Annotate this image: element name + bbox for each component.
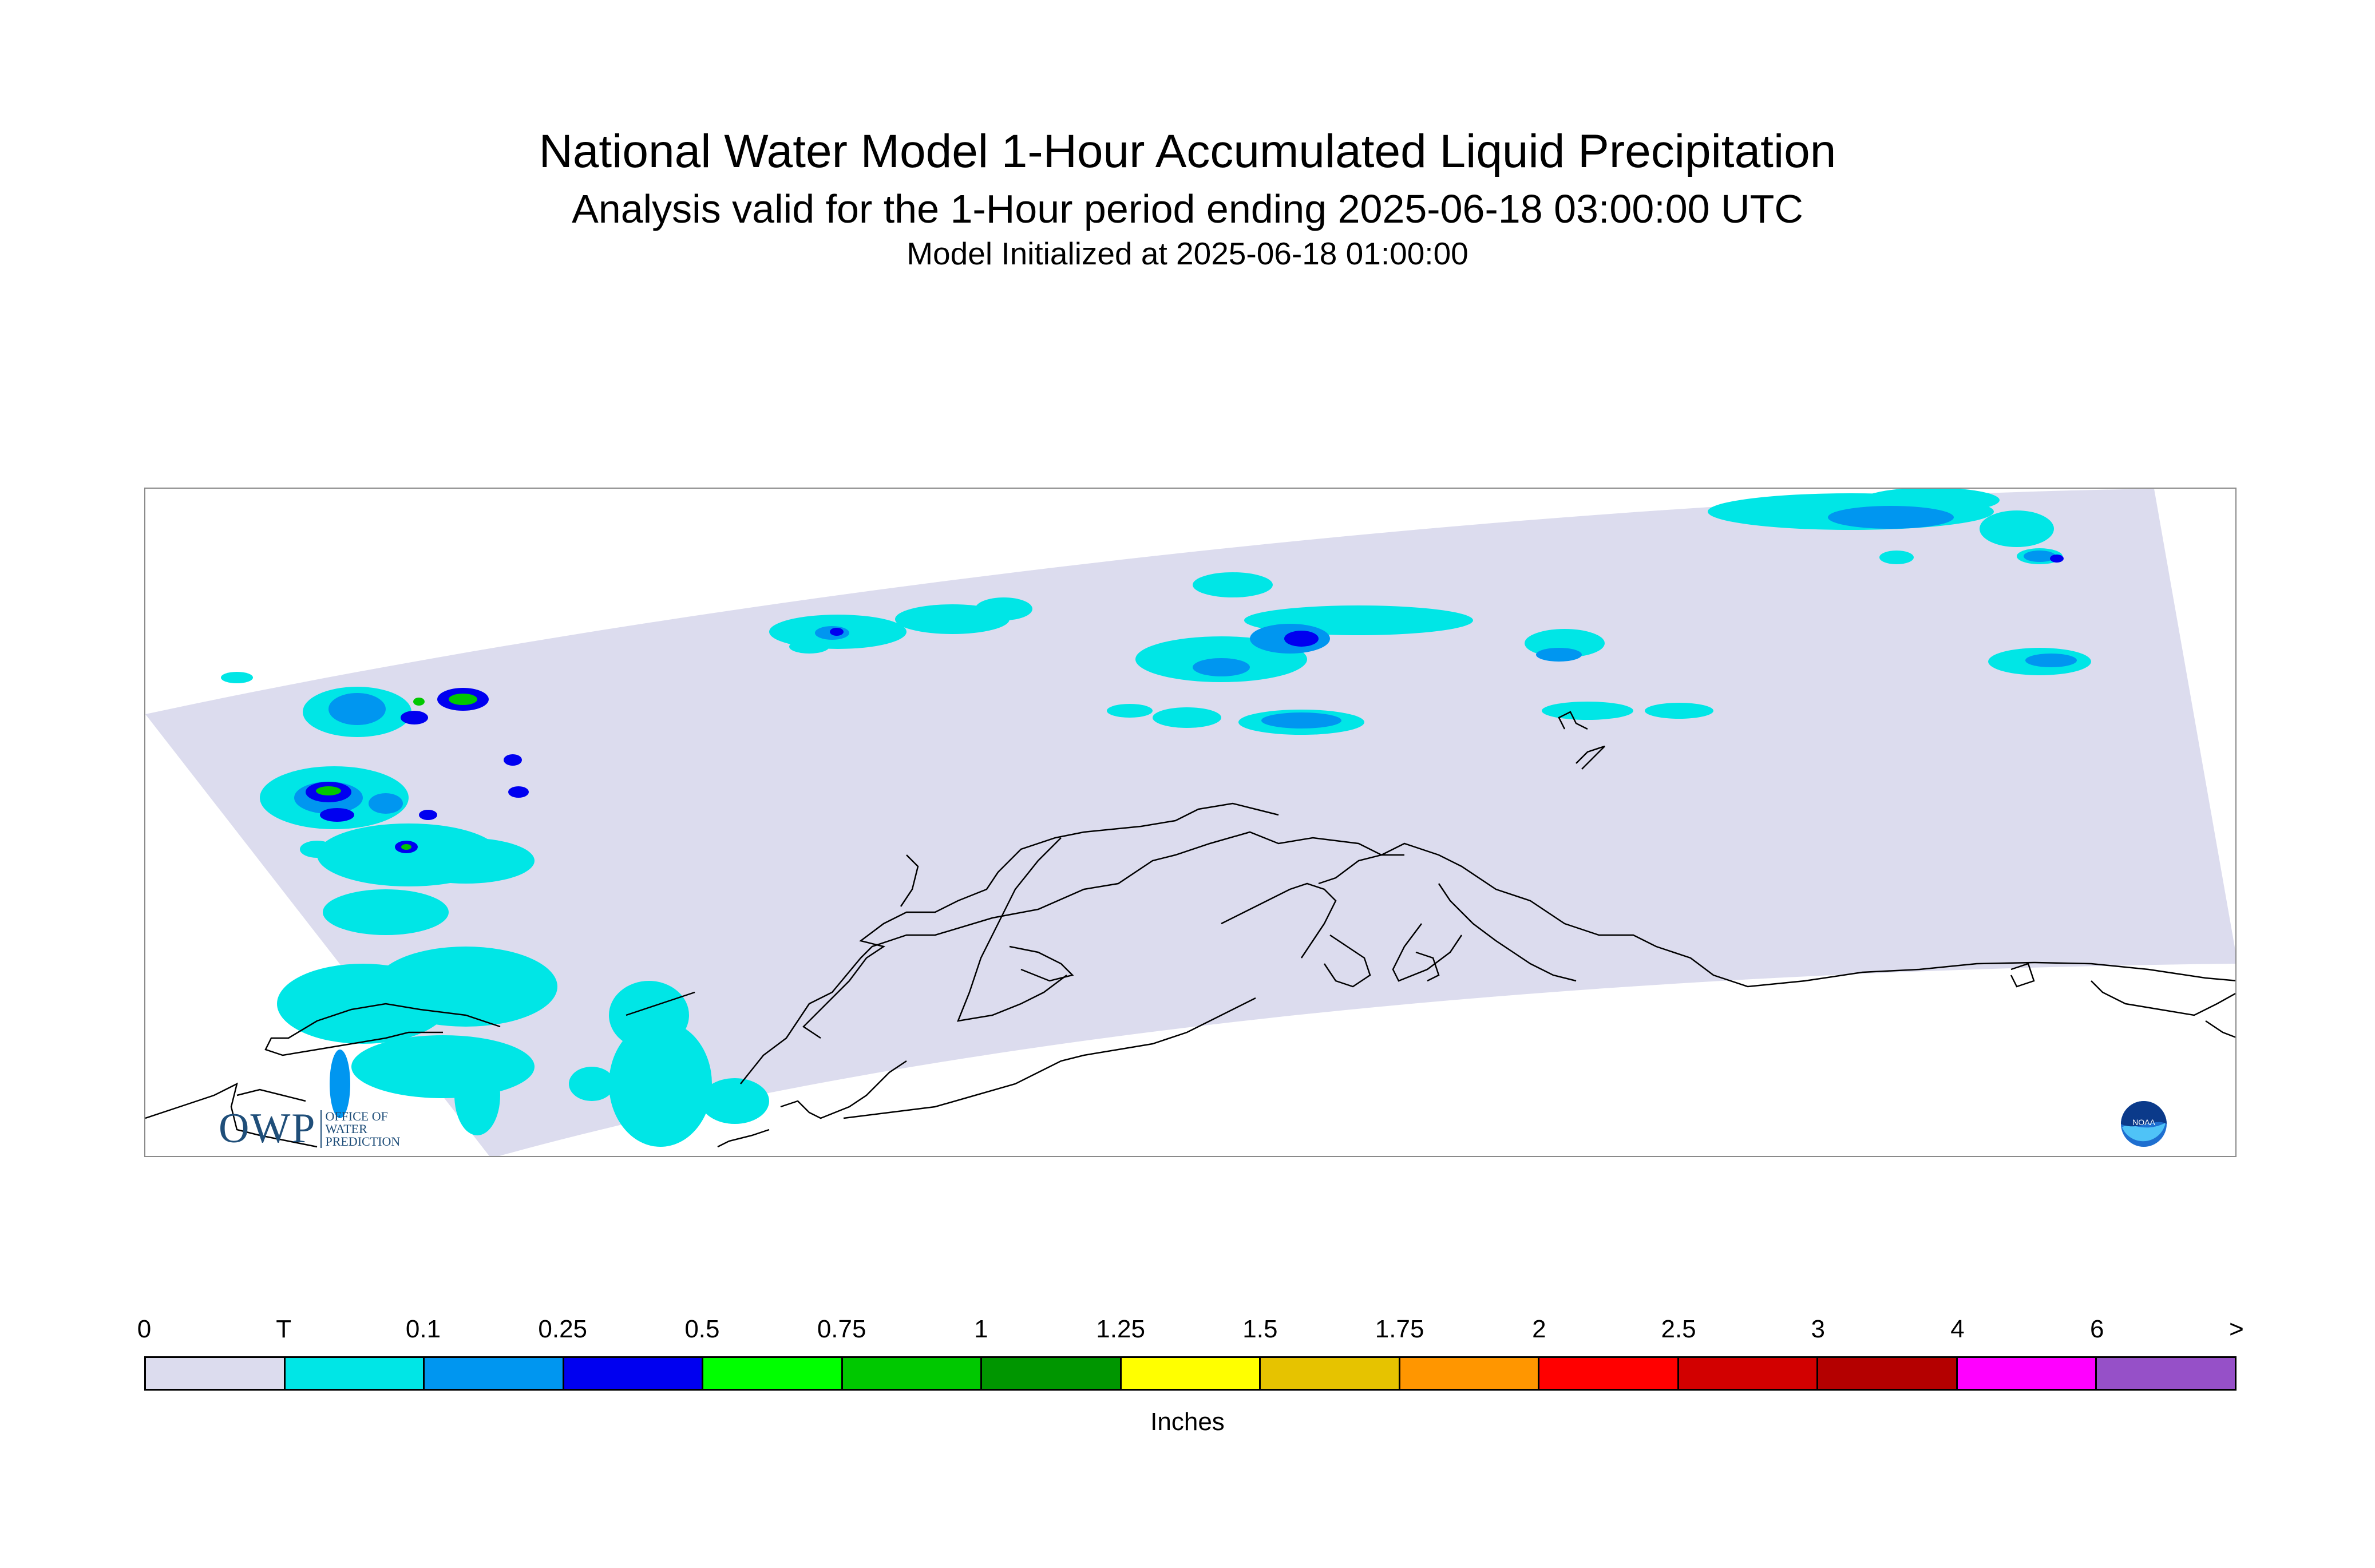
legend-swatch: [703, 1358, 843, 1389]
color-legend-bar: [144, 1356, 2237, 1391]
legend-tick-label: 0.5: [684, 1315, 720, 1343]
legend-swatch: [1261, 1358, 1400, 1389]
noaa-logo: NOAA: [2121, 1101, 2167, 1147]
legend-tick-label: 1.75: [1375, 1315, 1424, 1343]
precipitation-map: [144, 488, 2237, 1157]
model-init-text: Model Initialized at 2025-06-18 01:00:00: [907, 236, 1468, 271]
legend-tick-label: T: [276, 1315, 292, 1343]
legend-tick-label: 4: [1950, 1315, 1965, 1343]
legend-tick-label: 0: [137, 1315, 152, 1343]
legend-swatch: [1818, 1358, 1958, 1389]
legend-tick-label: >: [2229, 1315, 2244, 1343]
legend-swatch: [425, 1358, 564, 1389]
owp-logo: OWP OFFICE OF WATER PREDICTION: [219, 1104, 400, 1153]
map-svg: [145, 489, 2235, 1156]
legend-tick-label: 1: [974, 1315, 988, 1343]
coastlines: [145, 711, 2235, 1148]
owp-logo-text: OFFICE OF WATER PREDICTION: [320, 1110, 400, 1148]
legend-tick-label: 0.75: [817, 1315, 866, 1343]
legend-tick-label: 3: [1811, 1315, 1826, 1343]
legend-tick-label: 0.25: [538, 1315, 588, 1343]
legend-swatch: [1539, 1358, 1679, 1389]
legend-swatch: [2097, 1358, 2235, 1389]
owp-line1: OFFICE OF: [325, 1108, 388, 1123]
owp-line2: WATER: [325, 1121, 367, 1136]
map-subtitle: Analysis valid for the 1-Hour period end…: [572, 187, 1803, 231]
legend-swatch: [1957, 1358, 2097, 1389]
legend-swatch: [564, 1358, 704, 1389]
legend-swatch: [285, 1358, 425, 1389]
legend-tick-label: 0.1: [405, 1315, 441, 1343]
legend-tick-label: 2: [1532, 1315, 1546, 1343]
legend-swatch: [1121, 1358, 1261, 1389]
owp-line3: PREDICTION: [325, 1134, 401, 1149]
legend-tick-label: 1.25: [1096, 1315, 1145, 1343]
legend-swatch: [1679, 1358, 1819, 1389]
legend-units: Inches: [1150, 1408, 1225, 1436]
legend-tick-label: 2.5: [1661, 1315, 1696, 1343]
legend-swatch: [146, 1358, 286, 1389]
precip-trace-areas: [221, 489, 2091, 1147]
legend-swatch: [1400, 1358, 1540, 1389]
legend-swatch: [982, 1358, 1122, 1389]
noaa-logo-text: NOAA: [2132, 1118, 2155, 1127]
owp-logo-main: OWP: [219, 1105, 316, 1152]
legend-swatch: [842, 1358, 983, 1389]
legend-tick-label: 6: [2090, 1315, 2104, 1343]
map-title: National Water Model 1-Hour Accumulated …: [539, 125, 1836, 177]
precip-heavy-areas: [316, 694, 477, 850]
legend-tick-label: 1.5: [1242, 1315, 1278, 1343]
